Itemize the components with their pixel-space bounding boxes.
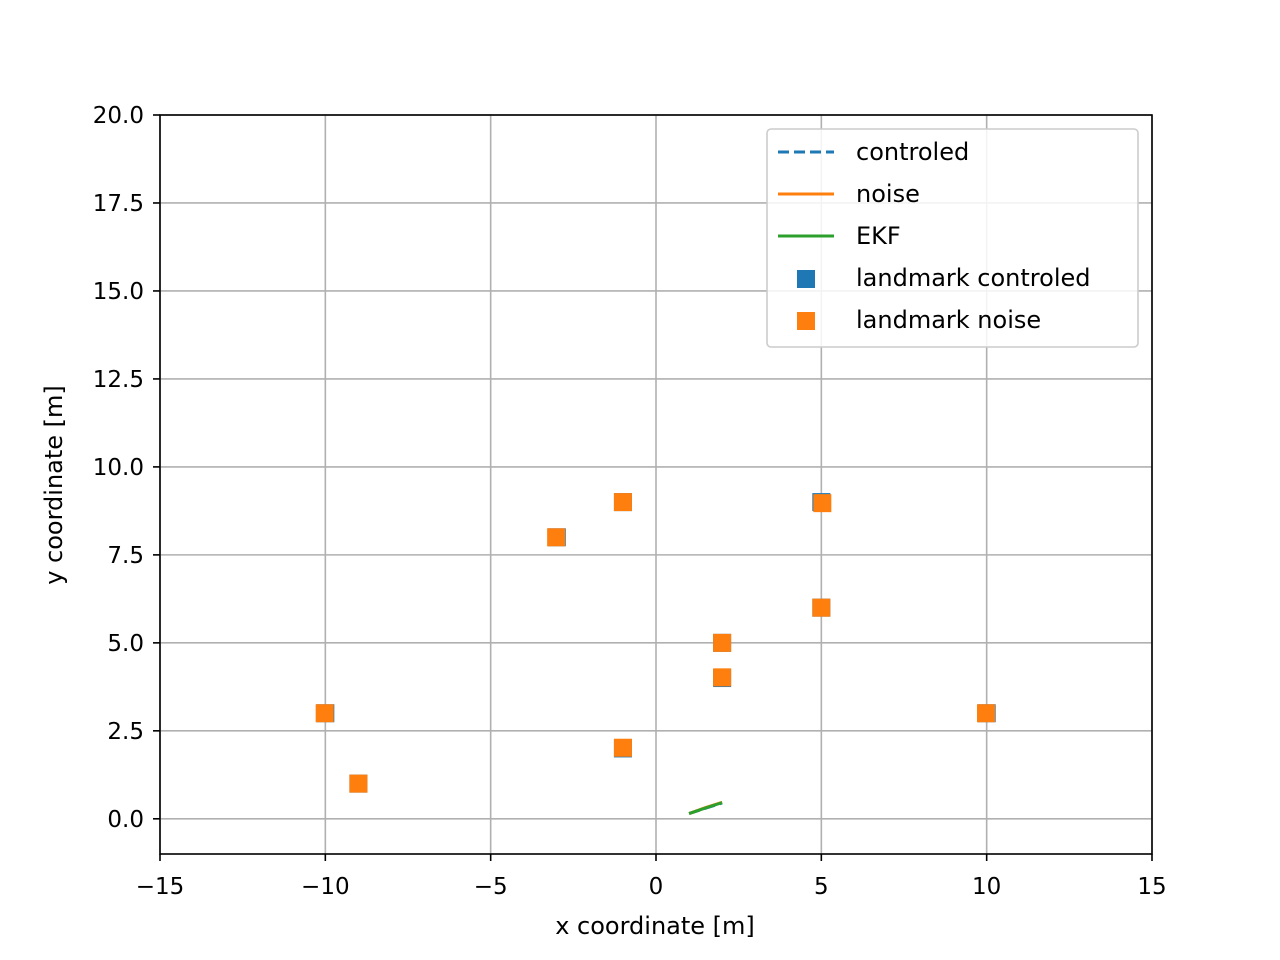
y-ticks: 0.0 2.5 5.0 7.5 10.0 12.5 15.0 17.5 20.0	[93, 103, 160, 833]
x-tick-label: 0	[649, 874, 664, 900]
x-tick-label: 15	[1137, 874, 1166, 900]
marker-landmark-noise	[315, 704, 334, 723]
x-axis-label: x coordinate [m]	[555, 912, 755, 940]
marker-landmark-noise	[613, 738, 632, 757]
legend: controled noise EKF landmark controled landm…	[766, 128, 1139, 348]
series-line-ekf	[688, 801, 723, 815]
x-tick-label: −10	[301, 874, 350, 900]
marker-landmark-noise	[713, 633, 732, 652]
x-tick-label: −15	[136, 874, 185, 900]
y-tick-label: 5.0	[107, 631, 144, 657]
marker-landmark-noise	[547, 528, 566, 547]
x-tick-label: 10	[972, 874, 1001, 900]
legend-label: EKF	[856, 222, 901, 250]
marker-landmark-noise	[713, 668, 732, 687]
y-axis-label: y coordinate [m]	[40, 385, 68, 585]
legend-frame	[766, 128, 1139, 348]
y-tick-label: 7.5	[107, 543, 144, 569]
legend-swatch-marker	[797, 312, 815, 330]
y-tick-label: 20.0	[93, 103, 144, 129]
y-tick-label: 10.0	[93, 455, 144, 481]
legend-label: noise	[856, 180, 920, 208]
legend-label: landmark noise	[856, 306, 1041, 334]
marker-landmark-noise	[349, 774, 368, 793]
y-tick-label: 17.5	[93, 191, 144, 217]
x-tick-label: −5	[474, 874, 508, 900]
marker-landmark-noise	[977, 704, 996, 723]
y-tick-label: 0.0	[107, 807, 144, 833]
x-tick-label: 5	[814, 874, 829, 900]
grid	[159, 114, 1153, 854]
scatter-points	[315, 493, 996, 793]
legend-label: landmark controled	[856, 264, 1091, 292]
y-tick-label: 2.5	[107, 719, 144, 745]
marker-landmark-noise	[812, 598, 831, 617]
legend-label: controled	[856, 138, 969, 166]
marker-landmark-noise	[613, 493, 632, 512]
legend-swatch-marker	[797, 270, 815, 288]
marker-landmark-noise	[813, 494, 832, 513]
y-tick-label: 15.0	[93, 279, 144, 305]
x-ticks: −15 −10 −5 0 5 10 15	[136, 854, 1167, 900]
series-lines	[688, 800, 723, 815]
y-tick-label: 12.5	[93, 367, 144, 393]
